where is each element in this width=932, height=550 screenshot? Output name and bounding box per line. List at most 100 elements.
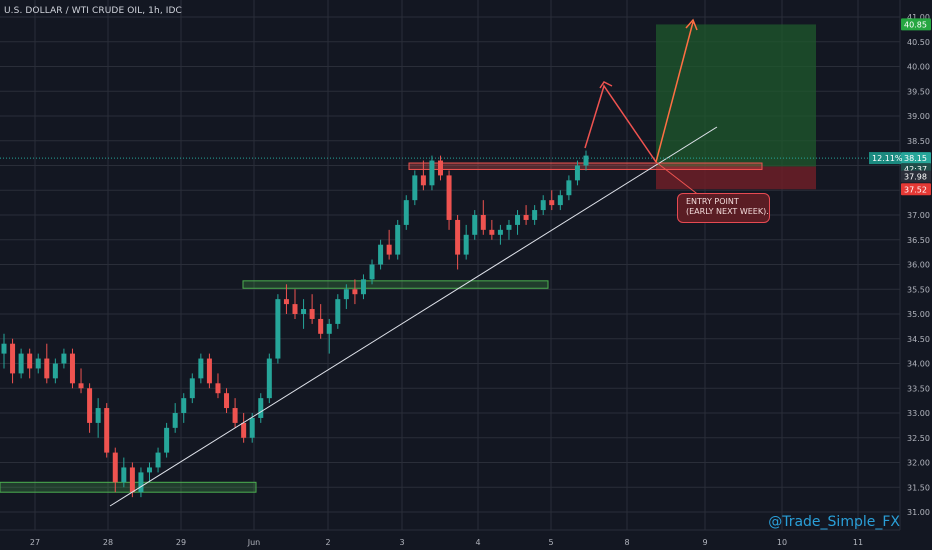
entry-price-tag-bg (901, 170, 931, 183)
candle-body (129, 467, 135, 493)
stop-loss-zone (656, 166, 816, 190)
candle (104, 403, 110, 458)
y-tick-label: 33.00 (907, 409, 930, 418)
candle (574, 160, 580, 186)
candle-body (403, 200, 409, 225)
candle (523, 205, 529, 225)
stop-price-tag: 37.52 (904, 185, 927, 194)
candle-body (523, 215, 529, 220)
candle-body (1, 343, 7, 354)
candle (480, 200, 486, 235)
candle-body (249, 417, 255, 438)
candle-body (574, 165, 580, 181)
candlestick-series (1, 150, 589, 498)
take-profit-zone (656, 24, 816, 167)
candle-body (172, 413, 178, 428)
candle-body (515, 215, 521, 225)
target-arrowhead (685, 18, 698, 31)
candle-body (206, 358, 212, 384)
countdown-tag: 42:37 (904, 165, 927, 174)
author-watermark: @Trade_Simple_FX (768, 514, 900, 530)
candle-body (455, 219, 461, 255)
candle (540, 195, 546, 215)
x-tick-label: 3 (399, 538, 404, 547)
candle-body (189, 378, 195, 399)
candle (147, 462, 152, 483)
candle-body (412, 175, 418, 201)
candle-body (164, 427, 170, 453)
candle (172, 403, 178, 433)
time-axis[interactable]: 27 28 29 Jun 2 3 4 5 8 9 10 11 (0, 529, 900, 547)
candle (472, 210, 478, 240)
price-axis[interactable]: 41.0040.5040.0039.5039.0038.5038.0037.50… (899, 0, 930, 530)
candle-body (232, 408, 238, 423)
candle (463, 224, 469, 260)
candle (395, 219, 401, 260)
candle (232, 398, 238, 428)
candle-body (497, 229, 503, 235)
x-tick-label: 8 (624, 538, 629, 547)
trendline (109, 126, 718, 507)
candle (69, 348, 75, 389)
candle-body (121, 467, 127, 483)
candle (181, 393, 187, 423)
pct-tag-bg (869, 152, 901, 165)
candle-body (104, 408, 110, 453)
candle-body (583, 155, 589, 166)
candle (266, 353, 272, 404)
candle (489, 219, 495, 240)
y-tick-label: 35.00 (907, 310, 930, 319)
candle-body (87, 388, 93, 423)
candle (155, 447, 161, 473)
candle (343, 284, 349, 310)
candle-body (463, 234, 469, 255)
candle-body (566, 180, 572, 196)
candle (52, 358, 58, 384)
candle-body (395, 224, 401, 255)
candle-body (446, 175, 452, 220)
candle (301, 299, 307, 329)
candle-body (335, 299, 341, 324)
y-tick-label: 36.00 (907, 261, 930, 270)
candle (352, 279, 358, 305)
candle (249, 413, 255, 443)
candle-body (480, 215, 486, 230)
candle-body (266, 358, 272, 399)
candle-body (215, 383, 221, 394)
projection-arrowhead (599, 81, 613, 89)
candle-body (343, 289, 349, 300)
y-tick-label: 39.00 (907, 112, 930, 121)
candle (138, 467, 144, 498)
y-tick-label: 31.50 (907, 483, 930, 492)
y-tick-label: 36.50 (907, 236, 930, 245)
candle-body (155, 452, 161, 468)
candle-body (352, 289, 358, 295)
candle-body (181, 398, 187, 413)
candle-body (44, 358, 50, 379)
y-tick-label: 41.00 (907, 13, 930, 22)
candle (318, 304, 324, 339)
candle-body (147, 467, 152, 473)
candle-body (420, 175, 426, 186)
target-arrow (655, 21, 694, 163)
x-tick-label: 27 (30, 538, 40, 547)
candle (360, 274, 366, 300)
candle (283, 284, 289, 314)
candle-body (532, 210, 538, 220)
x-tick-label: 11 (853, 538, 863, 547)
candle-body (241, 422, 247, 438)
candle (386, 229, 392, 260)
candle-body (10, 343, 16, 374)
entry-point-callout: ENTRY POINT (EARLY NEXT WEEK). (677, 193, 770, 223)
candle (292, 289, 298, 319)
target-price-tag: 40.85 (904, 20, 927, 29)
current-price-tag-bg (901, 152, 931, 165)
y-tick-label: 39.50 (907, 87, 930, 96)
x-tick-label: 29 (176, 538, 186, 547)
x-tick-label: 28 (103, 538, 113, 547)
candle-body (283, 299, 289, 305)
candle (78, 368, 84, 394)
entry-point-line2: (EARLY NEXT WEEK). (686, 207, 769, 216)
